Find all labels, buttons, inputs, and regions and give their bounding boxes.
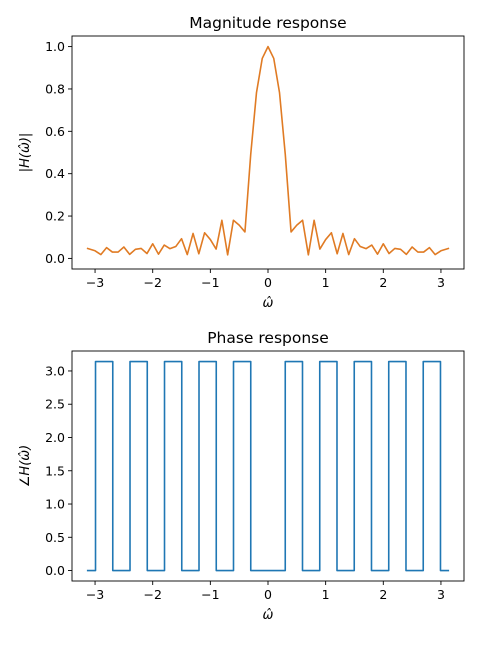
series-line-0 — [86, 360, 450, 572]
y-tick-label: 3.0 — [45, 363, 65, 378]
x-tick-label: −2 — [143, 587, 161, 602]
y-tick-label: 1.5 — [45, 463, 65, 478]
x-tick-label: 0 — [264, 587, 272, 602]
x-axis-label: ω̂ — [263, 296, 274, 311]
x-axis-label: ω̂ — [263, 608, 274, 623]
y-tick-label: 1.0 — [45, 497, 65, 512]
x-tick-label: 3 — [437, 587, 445, 602]
x-tick-label: 3 — [437, 275, 445, 290]
phase-response-plot: −3 −2 −1 0 1 2 3 0.0 0.5 1.0 1.5 2.0 2.5 3.0 Phase res… — [18, 329, 465, 623]
x-tick-label: −1 — [201, 587, 219, 602]
x-tick-label: 2 — [379, 275, 387, 290]
y-tick-label: 2.0 — [45, 430, 65, 445]
y-tick-label: 0.8 — [45, 81, 65, 96]
x-tick-label: 1 — [322, 275, 330, 290]
x-tick-label: −1 — [201, 275, 219, 290]
y-tick-label: 2.5 — [45, 397, 65, 412]
x-tick-label: 0 — [264, 275, 272, 290]
y-tick-label: 0.0 — [45, 251, 65, 266]
y-tick-label: 1.0 — [45, 39, 65, 54]
x-tick-label: −3 — [86, 587, 104, 602]
x-tick-label: −2 — [143, 275, 161, 290]
magnitude-response-plot: −3 −2 −1 0 1 2 3 0.0 0.2 0.4 0.6 0.8 1.0 Magnitude re… — [18, 14, 465, 311]
series-line-0 — [86, 45, 450, 256]
x-tick-label: 2 — [379, 587, 387, 602]
y-tick-label: 0.2 — [45, 209, 65, 224]
y-tick-label: 0.6 — [45, 124, 65, 139]
y-tick-label: 0.4 — [45, 166, 65, 181]
x-tick-label: −3 — [86, 275, 104, 290]
chart-title: Phase response — [207, 329, 329, 347]
y-tick-label: 0.0 — [45, 563, 65, 578]
x-tick-label: 1 — [322, 587, 330, 602]
y-axis-label: |H(ω̂)| — [18, 133, 33, 173]
y-axis-label: ∠H(ω̂) — [18, 445, 33, 487]
chart-title: Magnitude response — [189, 14, 346, 32]
y-tick-label: 0.5 — [45, 530, 65, 545]
axes-frame — [71, 35, 465, 270]
